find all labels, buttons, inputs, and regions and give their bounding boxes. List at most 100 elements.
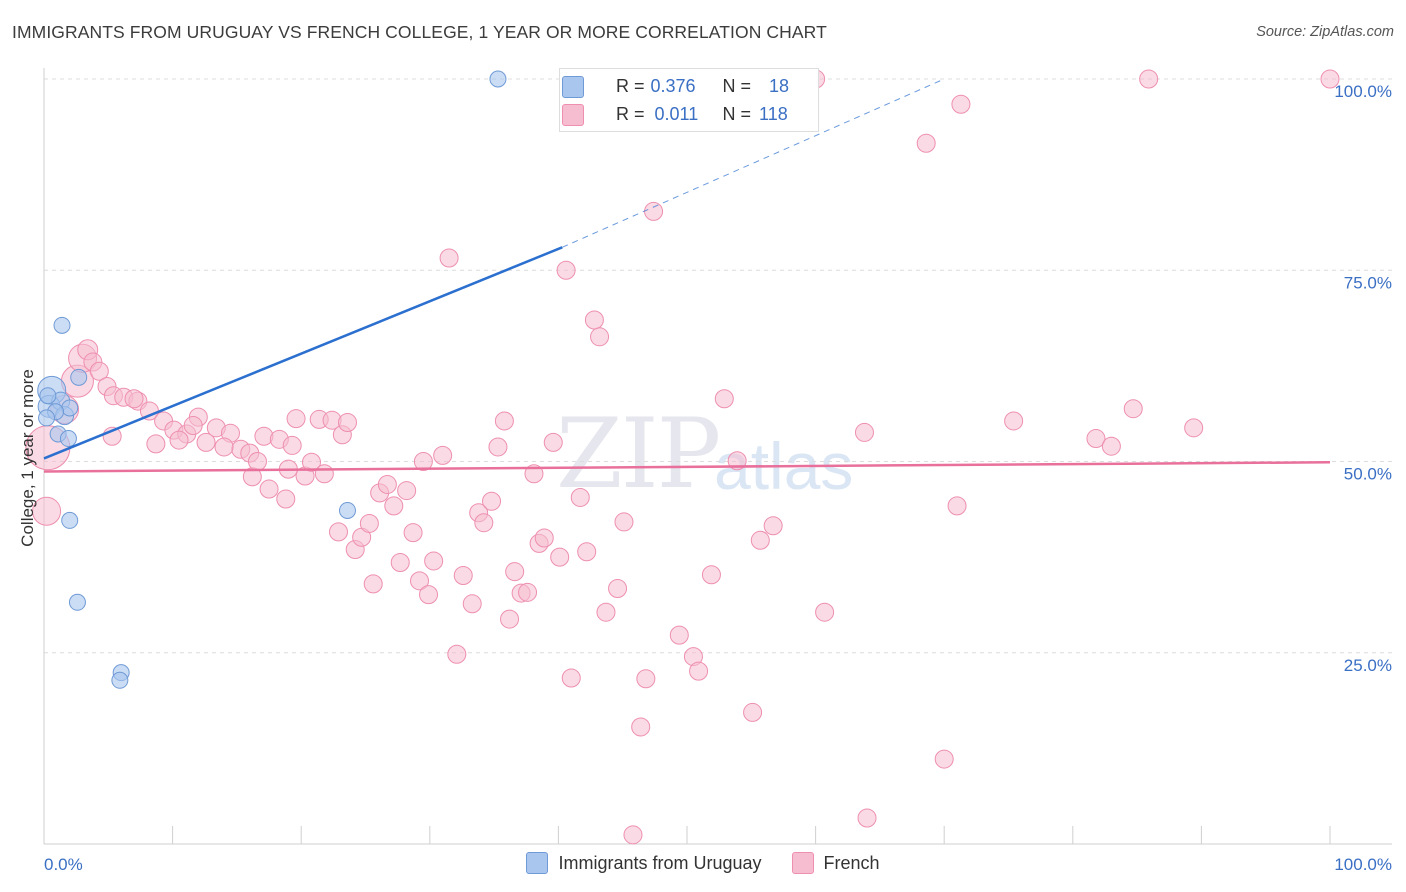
stats-legend: R = 0.376 N = 18 R = 0.011 N = 118: [559, 68, 819, 132]
french-point: [1184, 418, 1204, 438]
legend-french-swatch: [791, 852, 814, 874]
french-point: [328, 522, 348, 542]
french-point: [196, 432, 216, 452]
french-point: [419, 585, 439, 605]
french-point: [644, 201, 664, 221]
french-point: [410, 571, 430, 591]
french-point: [89, 361, 109, 381]
r-label: R =: [616, 75, 645, 96]
french-point: [524, 464, 544, 484]
french-point: [424, 551, 444, 571]
french-point: [1123, 399, 1143, 419]
french-point: [439, 248, 459, 268]
uruguay-point: [61, 399, 79, 417]
french-point: [570, 487, 590, 507]
uruguay-point: [68, 593, 86, 611]
uruguay-point: [338, 501, 356, 519]
french-point: [947, 496, 967, 516]
french-point: [462, 594, 482, 614]
french-point: [750, 530, 770, 550]
french-point: [584, 310, 604, 330]
french-point: [363, 574, 383, 594]
y-axis-title: College, 1 year or more: [18, 369, 37, 547]
french-point: [384, 496, 404, 516]
french-point: [518, 582, 538, 602]
uruguay-trend-extension: [562, 78, 945, 248]
french-point: [403, 523, 423, 543]
french-point: [505, 562, 525, 582]
french-point: [337, 412, 357, 432]
french-point: [1086, 429, 1106, 449]
french-point: [247, 452, 267, 471]
french-point: [494, 411, 514, 431]
french-point: [183, 416, 203, 436]
y-tick-label: 50.0%: [1344, 465, 1392, 484]
french-point: [543, 432, 563, 452]
french-point: [488, 437, 508, 457]
uruguay-swatch: [562, 76, 584, 98]
uruguay-point: [70, 368, 88, 386]
uruguay-point: [53, 316, 71, 334]
french-n-value: 118: [759, 103, 788, 124]
french-point: [608, 578, 628, 598]
french-point: [276, 489, 296, 509]
french-point: [359, 513, 379, 533]
french-point: [534, 528, 554, 548]
legend-french-label: French: [823, 852, 880, 873]
french-point: [169, 430, 189, 450]
legend-uruguay-swatch: [526, 852, 549, 874]
stats-row-french: R = 0.011 N = 118: [562, 101, 788, 127]
french-point: [596, 602, 616, 622]
x-tick-label-max: 100.0%: [1334, 855, 1392, 874]
uruguay-point: [61, 511, 79, 529]
chart-title: IMMIGRANTS FROM URUGUAY VS FRENCH COLLEG…: [12, 22, 827, 42]
french-point: [146, 434, 166, 454]
legend-uruguay-label: Immigrants from Uruguay: [558, 852, 762, 873]
french-point: [561, 668, 581, 688]
r-label: R =: [616, 103, 645, 124]
french-point: [1004, 411, 1024, 431]
uruguay-point: [111, 671, 129, 689]
french-point: [1101, 436, 1121, 456]
french-point: [556, 260, 576, 280]
french-point: [377, 474, 397, 494]
french-point: [397, 481, 417, 501]
french-point: [314, 464, 334, 484]
french-point: [743, 702, 763, 722]
n-label: N =: [722, 103, 752, 124]
french-point: [433, 445, 453, 465]
french-point: [1320, 69, 1340, 89]
french-point: [214, 437, 234, 457]
french-point: [636, 669, 656, 689]
stats-row-uruguay: R = 0.376 N = 18: [562, 73, 789, 99]
french-point: [124, 389, 144, 409]
french-point: [916, 133, 936, 153]
french-point: [1139, 69, 1159, 89]
uruguay-point: [59, 430, 77, 448]
french-point: [590, 327, 610, 347]
french-point: [763, 516, 783, 536]
french-point: [951, 94, 971, 114]
french-point: [815, 602, 835, 622]
french-point: [500, 609, 520, 629]
uruguay-point: [39, 387, 57, 405]
french-point: [631, 717, 651, 737]
french-point: [669, 625, 689, 645]
french-point: [453, 565, 473, 585]
y-tick-label: 75.0%: [1344, 273, 1392, 292]
french-point: [934, 749, 954, 769]
source-label: Source: ZipAtlas.com: [1256, 24, 1394, 40]
french-point: [286, 409, 306, 429]
french-point: [474, 513, 494, 533]
n-label: N =: [722, 75, 752, 96]
french-point: [254, 426, 274, 446]
uruguay-point: [38, 409, 56, 427]
french-point: [714, 389, 734, 409]
french-trend-line: [43, 461, 1331, 473]
french-point: [390, 552, 410, 572]
uruguay-trend-line: [43, 246, 563, 460]
legend-item-french: French: [791, 852, 880, 874]
french-point: [623, 825, 643, 845]
x-tick-label-min: 0.0%: [44, 855, 83, 874]
